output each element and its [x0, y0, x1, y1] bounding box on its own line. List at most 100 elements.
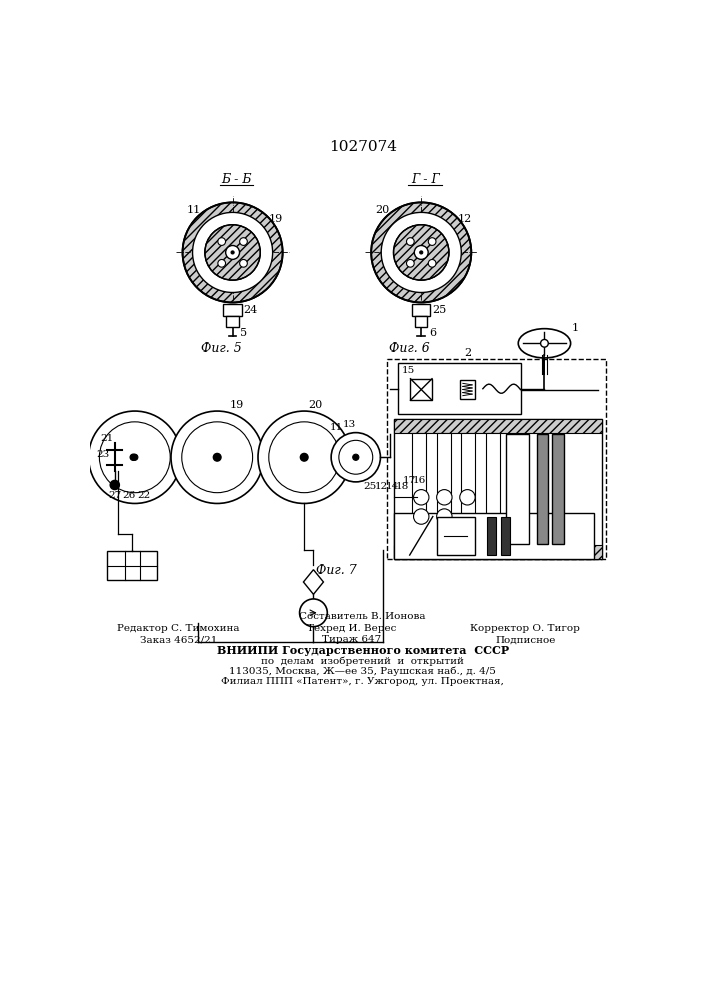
Bar [411, 379, 432, 400]
Circle shape [182, 202, 283, 302]
Circle shape [407, 259, 414, 267]
Circle shape [428, 259, 436, 267]
Circle shape [331, 433, 380, 482]
Circle shape [240, 238, 247, 245]
Text: 27: 27 [108, 491, 122, 500]
Bar [437, 517, 475, 555]
Circle shape [88, 411, 181, 503]
Text: 22: 22 [137, 491, 151, 500]
Text: 15: 15 [402, 366, 415, 375]
Bar [107, 551, 157, 580]
Bar [460, 380, 475, 399]
Bar [412, 304, 431, 316]
Circle shape [205, 225, 260, 280]
Bar [223, 304, 242, 316]
Circle shape [437, 490, 452, 505]
Circle shape [171, 411, 264, 503]
Circle shape [300, 453, 308, 461]
Circle shape [381, 212, 461, 292]
Circle shape [192, 212, 273, 292]
Text: Техред И. Верес: Техред И. Верес [308, 624, 397, 633]
Circle shape [371, 202, 472, 302]
Text: 24: 24 [243, 305, 257, 315]
Text: Фиг. 6: Фиг. 6 [390, 342, 430, 355]
Text: 25: 25 [432, 305, 446, 315]
Text: 14: 14 [385, 482, 399, 491]
Text: Б - Б: Б - Б [221, 173, 252, 186]
Text: ВНИИПИ Государственного комитета  СССР: ВНИИПИ Государственного комитета СССР [216, 645, 509, 656]
Circle shape [420, 251, 423, 254]
Bar [506, 434, 529, 544]
Bar [395, 513, 595, 559]
Bar [395, 419, 602, 433]
Text: Составитель В. Ионова: Составитель В. Ионова [300, 612, 426, 621]
Text: 17: 17 [403, 476, 416, 485]
Text: 21: 21 [100, 434, 114, 443]
Bar [395, 419, 602, 559]
Text: 25: 25 [363, 482, 376, 491]
Circle shape [218, 238, 226, 245]
Bar [415, 316, 428, 327]
Text: Корректор О. Тигор: Корректор О. Тигор [470, 624, 580, 633]
Text: 23: 23 [96, 450, 109, 459]
Text: Редактор С. Тимохина: Редактор С. Тимохина [117, 624, 240, 633]
Text: 13: 13 [343, 420, 356, 429]
Text: Фиг. 5: Фиг. 5 [201, 342, 241, 355]
Circle shape [339, 440, 373, 474]
Text: Тираж 647: Тираж 647 [322, 635, 382, 644]
Text: 11: 11 [330, 424, 343, 432]
Circle shape [414, 490, 429, 505]
Circle shape [258, 411, 351, 503]
Bar [398, 363, 521, 414]
Circle shape [218, 259, 226, 267]
Circle shape [214, 453, 221, 461]
Circle shape [300, 599, 327, 627]
Circle shape [428, 238, 436, 245]
Text: 12: 12 [375, 482, 388, 491]
Circle shape [541, 339, 549, 347]
Circle shape [226, 246, 240, 259]
Circle shape [460, 490, 475, 505]
Circle shape [407, 238, 414, 245]
Bar [412, 433, 426, 545]
Text: Заказ 4652/21: Заказ 4652/21 [140, 635, 217, 644]
Text: 20: 20 [375, 205, 390, 215]
Text: 6: 6 [429, 328, 436, 338]
Text: по  делам  изобретений  и  открытий: по делам изобретений и открытий [262, 657, 464, 666]
Circle shape [269, 422, 339, 493]
Circle shape [240, 259, 247, 267]
Circle shape [214, 454, 221, 460]
Text: 16: 16 [412, 476, 426, 485]
Bar [461, 433, 475, 545]
Bar [501, 517, 510, 555]
Circle shape [394, 225, 449, 280]
Circle shape [353, 454, 359, 460]
Text: Фиг. 7: Фиг. 7 [316, 564, 357, 577]
Text: 19: 19 [269, 214, 283, 224]
Bar [486, 517, 496, 555]
Bar [486, 433, 500, 545]
Text: 11: 11 [187, 205, 201, 215]
Text: 113035, Москва, Ж—ее 35, Раушская наб., д. 4/5: 113035, Москва, Ж—ее 35, Раушская наб., … [229, 667, 496, 676]
Bar [387, 359, 606, 559]
Circle shape [414, 246, 428, 259]
Text: 5: 5 [240, 328, 247, 338]
Circle shape [110, 480, 119, 490]
Text: 12: 12 [457, 214, 472, 224]
Circle shape [100, 422, 170, 493]
Bar [537, 434, 549, 544]
Circle shape [414, 509, 429, 524]
Bar [552, 434, 563, 544]
Text: 18: 18 [395, 482, 409, 491]
Text: Филиал ППП «Патент», г. Ужгород, ул. Проектная,: Филиал ППП «Патент», г. Ужгород, ул. Про… [221, 677, 504, 686]
Circle shape [130, 454, 136, 460]
Circle shape [182, 422, 252, 493]
Circle shape [437, 509, 452, 524]
Text: 20: 20 [309, 400, 323, 410]
Text: 26: 26 [122, 491, 135, 500]
Circle shape [301, 454, 308, 460]
Polygon shape [303, 570, 324, 594]
Circle shape [231, 251, 234, 254]
Circle shape [132, 454, 138, 460]
Text: Подписное: Подписное [495, 635, 556, 644]
